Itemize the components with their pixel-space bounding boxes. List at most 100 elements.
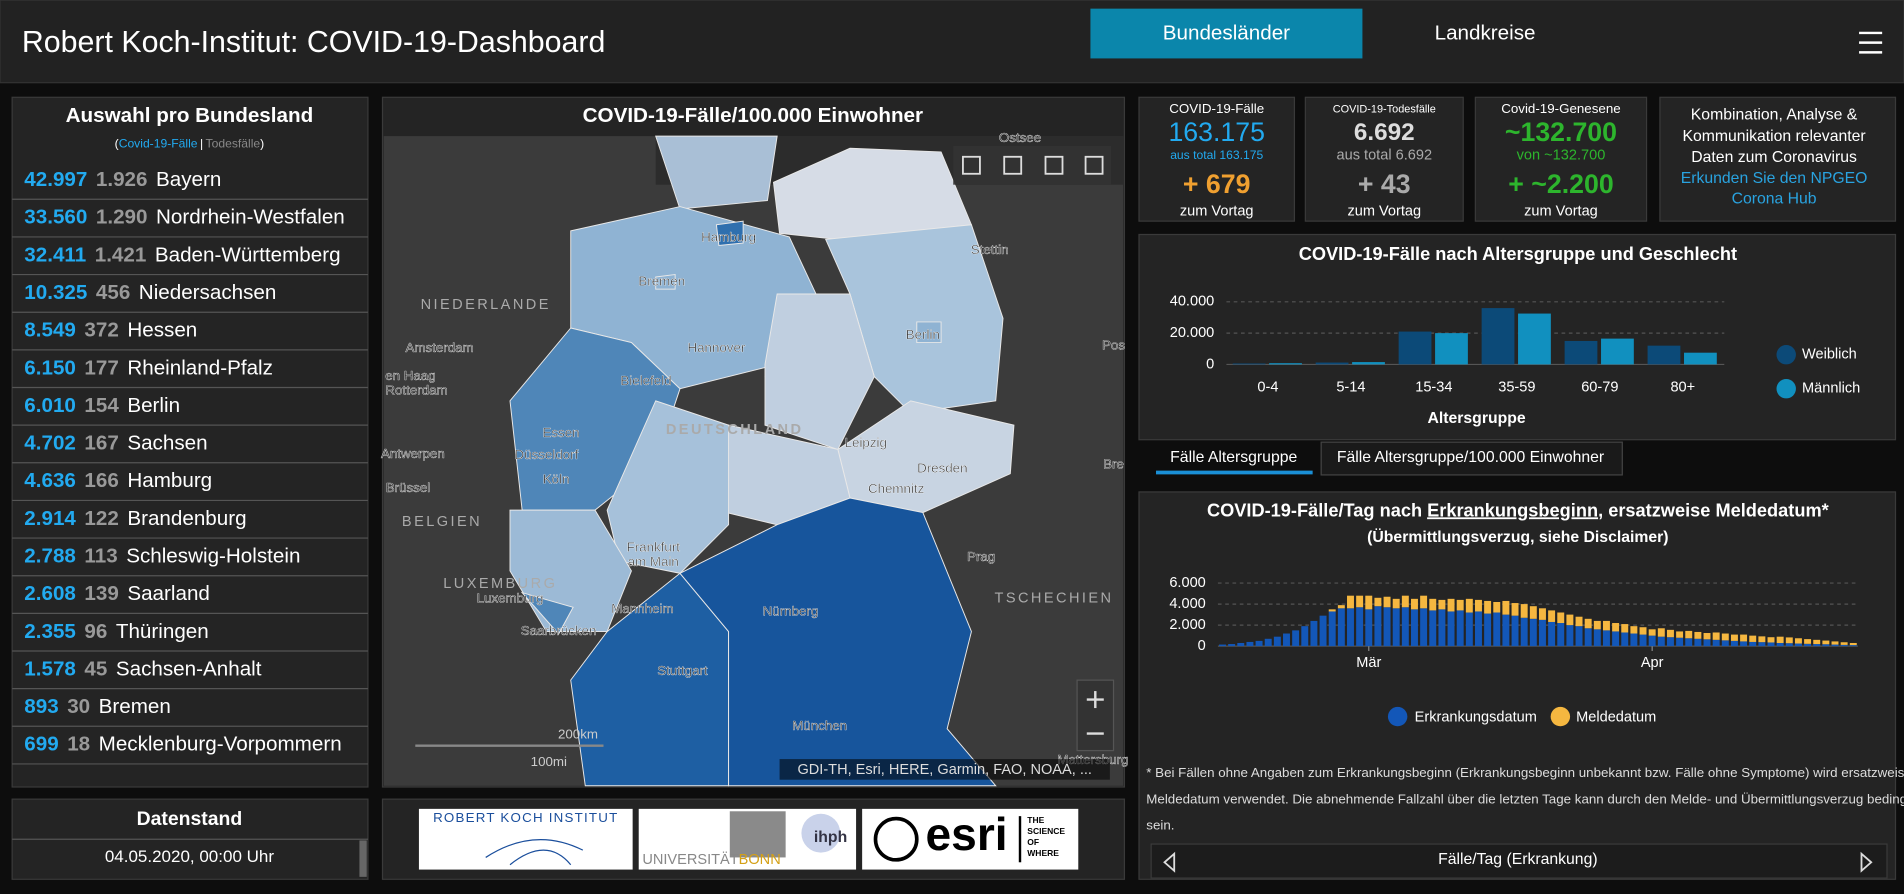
map-tool[interactable] — [1003, 155, 1023, 175]
hub-link[interactable]: Corona Hub — [1732, 190, 1817, 207]
state-name: Mecklenburg-Vorpommern — [99, 733, 342, 756]
state-row[interactable]: 42.997 1.926 Bayern — [24, 169, 221, 192]
state-row[interactable]: 10.325 456 Niedersachsen — [24, 281, 276, 304]
map-label: TSCHECHIEN — [995, 591, 1114, 607]
x-axis-label: Altersgruppe — [1428, 410, 1526, 427]
state-row[interactable]: 8.549 372 Hessen — [24, 319, 197, 342]
bar — [1438, 609, 1446, 647]
map-label: Berlin — [906, 327, 940, 342]
bar — [1575, 616, 1583, 627]
state-cases: 699 — [24, 733, 58, 756]
bar — [1794, 643, 1802, 647]
tab-label[interactable]: Landkreise — [1435, 22, 1536, 45]
legend-swatch — [1550, 706, 1571, 727]
state-row[interactable]: 2.355 96 Thüringen — [24, 620, 208, 643]
bar — [1630, 626, 1638, 634]
prev-arrow[interactable] — [1163, 851, 1176, 873]
state-row[interactable]: 4.702 167 Sachsen — [24, 432, 207, 455]
map-tool[interactable] — [1084, 155, 1104, 175]
bar — [1804, 639, 1812, 644]
state-row[interactable]: 893 30 Bremen — [24, 696, 171, 719]
map-label: Mannheim — [611, 601, 673, 616]
map-tool[interactable] — [1044, 155, 1064, 175]
datenstand-value: 04.05.2020, 00:00 Uhr — [105, 847, 275, 866]
map-tool[interactable] — [962, 155, 981, 175]
kpi-delta: + ~2.200 — [1508, 169, 1613, 199]
state-row[interactable]: 2.608 139 Saarland — [24, 583, 210, 606]
kpi-title: Covid-19-Genesene — [1501, 101, 1620, 116]
bar — [1712, 639, 1720, 647]
map-label: Amsterdam — [405, 340, 473, 355]
state-cases: 6.150 — [24, 357, 76, 380]
state-cases: 2.608 — [24, 583, 76, 606]
bar — [1484, 613, 1492, 647]
state-deaths: 45 — [84, 658, 107, 681]
bar — [1712, 632, 1720, 640]
y-tick-label: 4.000 — [1169, 596, 1205, 612]
state-deaths: 167 — [84, 432, 118, 455]
state-name: Berlin — [127, 394, 180, 417]
map-label: München — [792, 718, 847, 733]
x-tick-label: 80+ — [1670, 379, 1695, 395]
bar — [1685, 638, 1693, 647]
state-row[interactable]: 32.411 1.421 Baden-Württemberg — [24, 244, 340, 267]
next-arrow[interactable] — [1860, 851, 1873, 873]
chart-tab[interactable]: Fälle Altersgruppe — [1170, 449, 1297, 466]
state-deaths: 113 — [84, 545, 117, 568]
bar — [1575, 626, 1583, 647]
state-row[interactable]: 2.914 122 Brandenburg — [24, 507, 246, 530]
bar — [1474, 611, 1482, 647]
state-row[interactable]: 6.010 154 Berlin — [24, 394, 180, 417]
bar — [1347, 595, 1354, 609]
kpi-box — [1138, 96, 1296, 222]
kpi-title: COVID-19-Fälle — [1169, 101, 1264, 116]
bar — [1557, 612, 1565, 624]
map-label: Bielefeld — [620, 373, 671, 388]
scale-label: 100mi — [531, 754, 567, 769]
hub-text: Daten zum Coronavirus — [1691, 149, 1857, 166]
logo-text: ROBERT KOCH INSTITUT — [433, 810, 618, 825]
bar — [1648, 635, 1656, 647]
kpi-value: 6.692 — [1354, 119, 1415, 146]
x-tick-label: 35-59 — [1498, 379, 1535, 395]
state-row[interactable]: 33.560 1.290 Nordrhein-Westfalen — [24, 206, 345, 229]
map-label: Essen — [542, 425, 579, 440]
y-tick-label: 2.000 — [1169, 617, 1205, 633]
logo-part: BONN — [739, 852, 781, 868]
map-label: NIEDERLANDE — [421, 297, 551, 313]
state-name: Rheinland-Pfalz — [127, 357, 273, 380]
bar — [1776, 636, 1784, 643]
chart-tab-box[interactable] — [1320, 441, 1623, 476]
hub-link[interactable]: Erkunden Sie den NPGEO — [1681, 170, 1868, 187]
tab-active[interactable] — [1090, 8, 1363, 59]
state-row[interactable]: 2.788 113 Schleswig-Holstein — [24, 545, 300, 568]
tab-label[interactable]: Bundesländer — [1163, 22, 1290, 45]
state-cases: 42.997 — [24, 169, 87, 192]
bar — [1429, 598, 1437, 611]
bar — [1666, 637, 1674, 647]
kpi-delta-label: zum Vortag — [1347, 203, 1421, 219]
state-row[interactable]: 699 18 Mecklenburg-Vorpommern — [24, 733, 341, 756]
y-tick-label: 0 — [1198, 638, 1206, 654]
menu-button[interactable] — [1859, 31, 1883, 54]
state-deaths: 139 — [84, 583, 118, 606]
bar — [1438, 599, 1446, 610]
map-label: Hamburg — [701, 230, 756, 245]
header-bar — [0, 0, 1904, 84]
state-deaths: 1.926 — [96, 169, 148, 192]
state-name: Sachsen-Anhalt — [116, 658, 262, 681]
bar — [1420, 608, 1428, 647]
map-label: Chemnitz — [868, 481, 924, 496]
chart-title: COVID-19-Fälle nach Altersgruppe und Ges… — [1299, 244, 1737, 264]
bar — [1420, 595, 1428, 609]
zoom-in[interactable] — [1086, 691, 1104, 709]
state-row[interactable]: 4.636 166 Hamburg — [24, 470, 212, 493]
x-tick-label: 15-34 — [1415, 379, 1452, 395]
x-tick-label: Apr — [1641, 655, 1664, 671]
map-title: COVID-19-Fälle/100.000 Einwohner — [583, 104, 923, 127]
chart-tab[interactable]: Fälle Altersgruppe/100.000 Einwohner — [1337, 449, 1604, 466]
state-row[interactable]: 1.578 45 Sachsen-Anhalt — [24, 658, 261, 681]
hub-text: Kommunikation relevanter — [1682, 128, 1865, 145]
state-row[interactable]: 6.150 177 Rheinland-Pfalz — [24, 357, 273, 380]
attribution-bg — [779, 759, 1110, 780]
